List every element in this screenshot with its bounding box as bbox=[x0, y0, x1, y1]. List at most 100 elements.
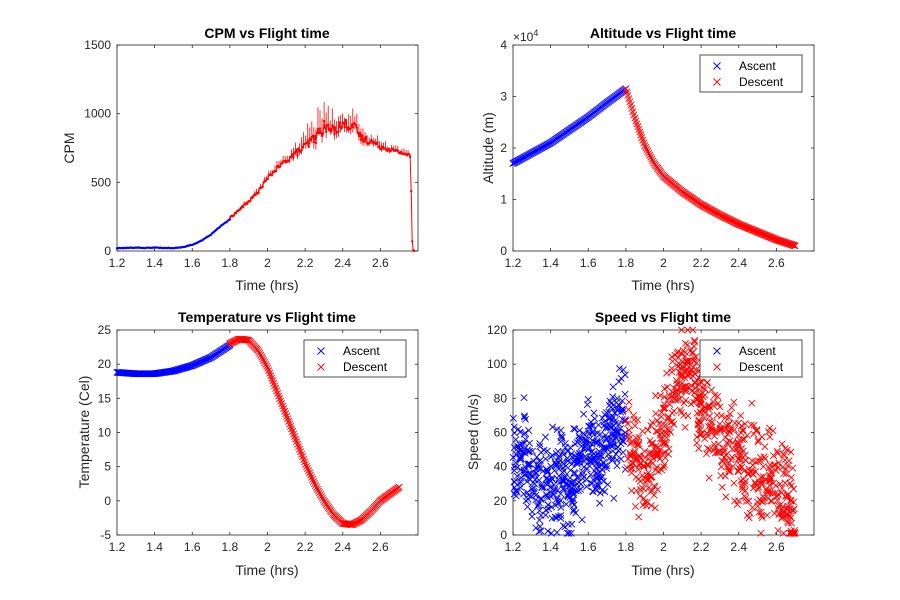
x-marker bbox=[295, 443, 303, 451]
x-marker bbox=[713, 363, 721, 371]
cpm-point bbox=[380, 148, 383, 151]
x-marker bbox=[593, 483, 601, 491]
x-marker bbox=[774, 449, 782, 457]
x-marker bbox=[514, 444, 522, 452]
x-marker bbox=[697, 401, 705, 409]
x-marker bbox=[573, 480, 581, 488]
cpm-point bbox=[332, 125, 335, 129]
x-marker bbox=[774, 504, 782, 513]
cpm-point bbox=[376, 141, 379, 144]
x-marker bbox=[684, 326, 692, 334]
x-marker bbox=[299, 453, 307, 461]
x-marker bbox=[642, 144, 650, 152]
x-marker bbox=[784, 502, 792, 510]
x-marker bbox=[730, 398, 738, 406]
x-marker bbox=[739, 426, 747, 434]
speed-panel: 1.2 1.4 1.6 1.8 2 2.2 2.4 2.6 0 20 40 60 80 100 120 Sp… bbox=[465, 309, 815, 578]
x-marker bbox=[757, 457, 765, 465]
x-marker bbox=[749, 484, 757, 492]
x-marker bbox=[667, 418, 675, 426]
cpm-x-tick-label: 1.8 bbox=[222, 256, 239, 270]
x-marker bbox=[734, 438, 742, 446]
x-marker bbox=[521, 429, 529, 437]
cpm-marks bbox=[115, 102, 416, 253]
x-marker bbox=[630, 415, 638, 423]
x-marker bbox=[315, 489, 324, 497]
x-marker bbox=[652, 410, 660, 418]
x-marker bbox=[697, 431, 705, 439]
x-marker bbox=[560, 477, 568, 485]
x-marker bbox=[312, 482, 320, 490]
x-marker bbox=[543, 481, 551, 489]
x-marker bbox=[262, 360, 270, 368]
x-marker bbox=[658, 435, 666, 443]
cpm-point bbox=[337, 130, 340, 133]
cpm-axes-box bbox=[116, 44, 419, 252]
temperature-y-tick-label: 25 bbox=[98, 323, 112, 337]
x-marker bbox=[695, 425, 703, 433]
cpm-point bbox=[296, 154, 299, 157]
temperature-legend: Ascent Descent bbox=[303, 339, 407, 378]
temperature-y-tick-label: 10 bbox=[98, 426, 112, 440]
x-marker bbox=[542, 506, 550, 514]
cpm-x-tick-label: 1.4 bbox=[146, 256, 163, 270]
cpm-point bbox=[314, 141, 318, 145]
speed-y-tick-label: 100 bbox=[487, 357, 507, 371]
x-marker bbox=[701, 391, 709, 399]
x-marker bbox=[596, 489, 604, 497]
x-marker bbox=[783, 494, 791, 502]
x-marker bbox=[783, 504, 791, 512]
speed-y-tick-label: 120 bbox=[487, 323, 507, 337]
x-marker bbox=[711, 427, 719, 435]
x-marker bbox=[621, 371, 629, 379]
x-marker bbox=[625, 398, 633, 406]
x-marker bbox=[717, 412, 725, 420]
x-marker bbox=[270, 379, 278, 387]
x-marker bbox=[791, 242, 799, 250]
x-marker bbox=[653, 453, 661, 461]
x-marker bbox=[787, 496, 795, 504]
x-marker bbox=[535, 516, 544, 524]
x-marker bbox=[281, 407, 289, 415]
x-marker bbox=[614, 447, 622, 455]
temperature-x-tick-label: 2.2 bbox=[297, 540, 314, 554]
cpm-point bbox=[315, 131, 319, 135]
cpm-point bbox=[323, 126, 327, 129]
x-marker bbox=[741, 420, 749, 428]
x-marker bbox=[759, 463, 767, 471]
x-marker bbox=[650, 491, 658, 499]
cpm-point bbox=[291, 153, 294, 156]
cpm-point bbox=[351, 125, 354, 129]
x-marker bbox=[536, 443, 544, 451]
temperature-y-axis-label: Temperature (Cel) bbox=[76, 376, 92, 489]
x-marker bbox=[757, 473, 765, 481]
cpm-point bbox=[358, 132, 362, 135]
cpm-point bbox=[342, 121, 345, 125]
temperature-x-tick-label: 1.4 bbox=[146, 540, 163, 554]
x-marker bbox=[767, 469, 775, 477]
x-marker bbox=[313, 483, 321, 491]
altitude-y-tick-label: 4 bbox=[500, 38, 507, 52]
x-marker bbox=[753, 426, 761, 434]
x-marker bbox=[701, 403, 709, 411]
x-marker bbox=[775, 510, 783, 519]
x-marker bbox=[630, 459, 638, 467]
x-marker bbox=[560, 467, 568, 475]
x-marker bbox=[582, 436, 590, 444]
x-marker bbox=[287, 422, 295, 430]
x-marker bbox=[553, 426, 561, 434]
x-marker bbox=[670, 384, 678, 392]
x-marker bbox=[624, 406, 632, 414]
x-marker bbox=[758, 480, 767, 488]
x-marker bbox=[617, 408, 625, 416]
x-marker bbox=[682, 382, 690, 390]
x-marker bbox=[734, 431, 742, 439]
x-marker bbox=[586, 453, 594, 462]
x-marker bbox=[660, 393, 668, 401]
x-marker bbox=[554, 486, 562, 494]
x-marker bbox=[520, 412, 528, 420]
x-marker bbox=[580, 463, 588, 471]
x-marker bbox=[520, 394, 528, 402]
x-marker bbox=[547, 453, 555, 461]
cpm-point bbox=[319, 131, 323, 134]
